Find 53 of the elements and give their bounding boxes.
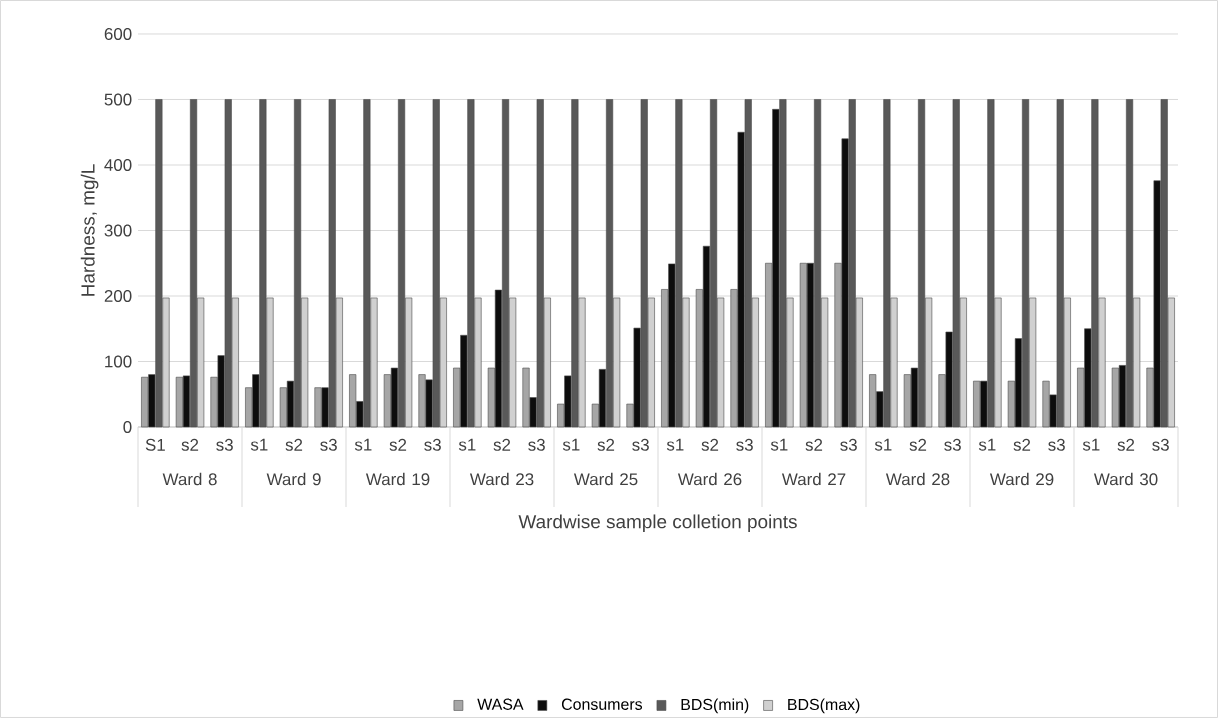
y-tick-label: 200 bbox=[104, 289, 132, 302]
x-tick-label: s3 bbox=[736, 438, 753, 451]
x-tick-label: s1 bbox=[562, 438, 580, 451]
text: Ward 23 bbox=[469, 472, 534, 486]
x-tick-label: s2 bbox=[805, 438, 823, 451]
text: Ward 29 bbox=[989, 472, 1054, 486]
text: Ward 27 bbox=[781, 472, 846, 486]
text: Ward 26 bbox=[677, 472, 742, 486]
x-axis-title: Wardwise sample colletion points bbox=[518, 514, 797, 533]
x-tick-label: s3 bbox=[840, 438, 857, 451]
x-tick-label: s2 bbox=[701, 438, 719, 451]
x-tick-label: s2 bbox=[909, 438, 927, 451]
x-tick-label: s1 bbox=[354, 438, 372, 451]
x-tick-label: s1 bbox=[770, 438, 788, 451]
legend-label: BDS(min) bbox=[681, 698, 749, 714]
x-tick-label: s3 bbox=[216, 438, 233, 451]
x-tick-label: s1 bbox=[458, 438, 476, 451]
y-tick-label: 400 bbox=[104, 158, 132, 171]
text: Ward 25 bbox=[573, 472, 638, 486]
x-tick-label: s2 bbox=[285, 438, 303, 451]
x-tick-label: s1 bbox=[978, 438, 996, 451]
x-tick-label: s3 bbox=[944, 438, 961, 451]
text: Ward 9 bbox=[266, 472, 321, 486]
text: Ward 28 bbox=[885, 472, 950, 486]
x-tick-label: s1 bbox=[666, 438, 684, 451]
legend-label: Consumers bbox=[561, 698, 643, 710]
x-tick-label: s1 bbox=[874, 438, 892, 451]
x-tick-label: s2 bbox=[493, 438, 511, 451]
text: Ward 8 bbox=[162, 472, 217, 486]
x-tick-label: s2 bbox=[389, 438, 407, 451]
x-tick-label: s1 bbox=[1082, 438, 1100, 451]
x-tick-label: s2 bbox=[1013, 438, 1031, 451]
y-tick-label: 300 bbox=[104, 224, 132, 237]
legend-label: WASA bbox=[477, 698, 524, 710]
x-tick-label: s3 bbox=[1048, 438, 1065, 451]
x-tick-label: s1 bbox=[250, 438, 268, 451]
x-tick-label: s3 bbox=[424, 438, 441, 451]
y-axis-title: Hardness, mg/L bbox=[80, 164, 99, 296]
text: Ward 30 bbox=[1093, 472, 1158, 486]
x-tick-label: s3 bbox=[632, 438, 649, 451]
y-tick-label: 100 bbox=[105, 355, 132, 368]
x-tick-label: s3 bbox=[528, 438, 545, 451]
y-tick-label: 500 bbox=[104, 93, 132, 106]
x-tick-label: s2 bbox=[597, 438, 615, 451]
y-tick-label: 0 bbox=[123, 420, 132, 433]
x-tick-label: S1 bbox=[145, 438, 165, 451]
x-tick-label: s2 bbox=[181, 438, 199, 451]
legend-label: BDS(max) bbox=[788, 698, 860, 714]
x-tick-label: s3 bbox=[320, 438, 337, 451]
x-tick-label: s3 bbox=[1152, 438, 1169, 451]
x-tick-label: s2 bbox=[1117, 438, 1135, 451]
y-tick-label: 600 bbox=[104, 27, 132, 40]
text: Ward 19 bbox=[365, 472, 430, 486]
